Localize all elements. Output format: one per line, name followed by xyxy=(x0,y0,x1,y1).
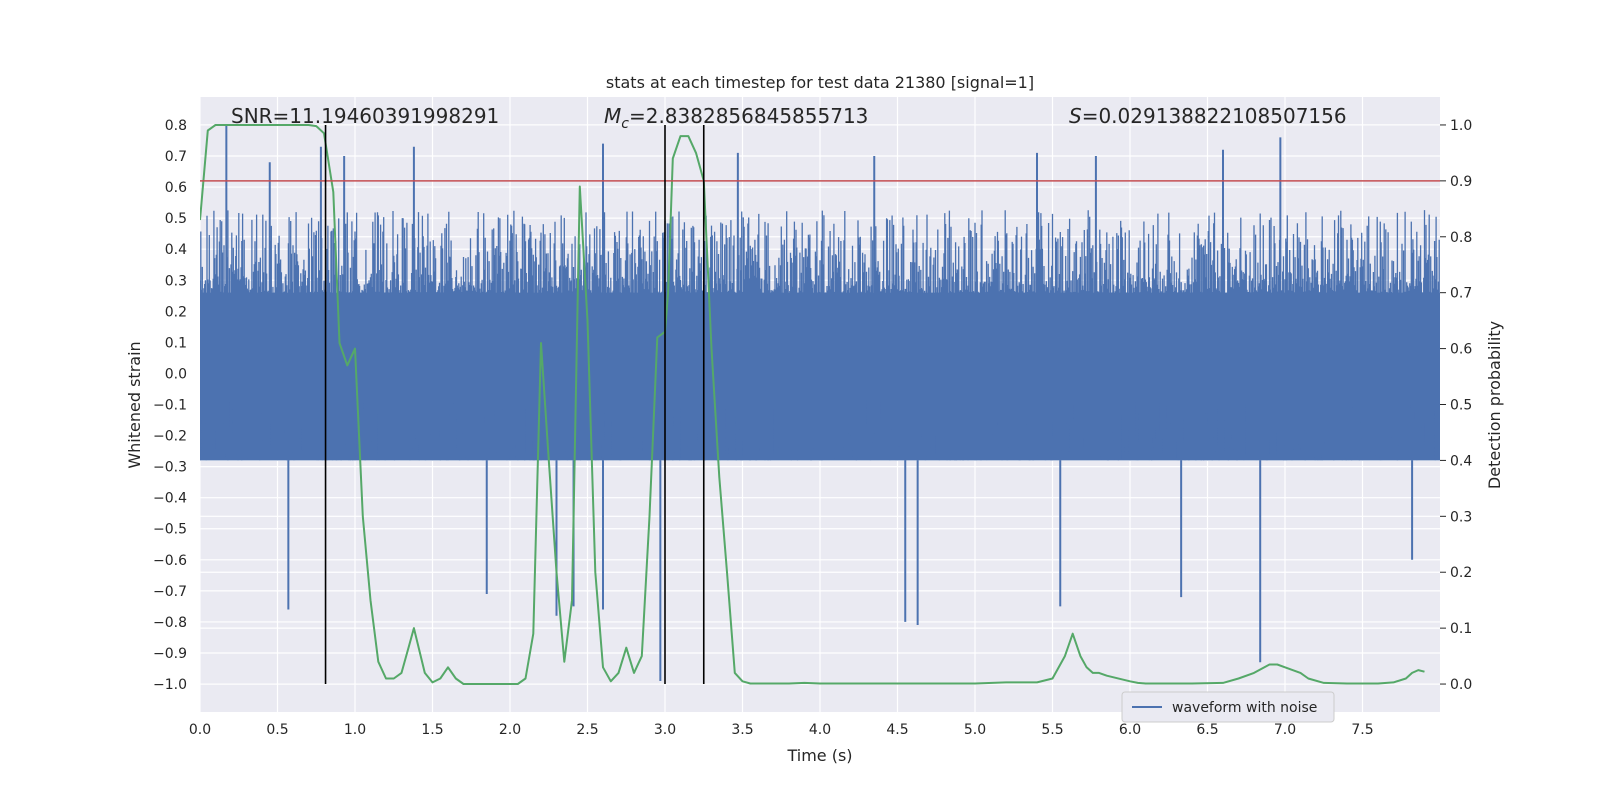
y2-tick-label: 0.1 xyxy=(1450,621,1472,637)
x-tick-label: 7.5 xyxy=(1351,722,1373,738)
x-tick-label: 4.0 xyxy=(809,722,831,738)
y-tick-label: −0.6 xyxy=(153,553,187,569)
y-tick-label: 0.8 xyxy=(165,118,187,134)
y-tick-label: 0.4 xyxy=(165,242,187,258)
y-tick-label: −0.2 xyxy=(153,429,187,445)
x-tick-label: 1.5 xyxy=(421,722,443,738)
y2-tick-label: 0.7 xyxy=(1450,286,1472,302)
y-tick-label: −0.4 xyxy=(153,491,187,507)
y-tick-label: 0.3 xyxy=(165,273,187,289)
x-tick-label: 5.5 xyxy=(1041,722,1063,738)
y2-tick-label: 0.8 xyxy=(1450,230,1472,246)
chirp-mass-annotation: Mc=2.8382856845855713 xyxy=(604,104,868,132)
y-tick-label: 0.2 xyxy=(165,304,187,320)
x-tick-label: 4.5 xyxy=(886,722,908,738)
mc-subscript: c xyxy=(621,116,629,132)
y-tick-label: 0.1 xyxy=(165,335,187,351)
x-tick-label: 0.5 xyxy=(266,722,288,738)
y-axis-label: Whitened strain xyxy=(125,341,144,468)
y-tick-label: −0.1 xyxy=(153,398,187,414)
y-tick-label: 0.0 xyxy=(165,366,187,382)
s-value: =0.029138822108507156 xyxy=(1082,104,1347,128)
y-tick-label: −0.8 xyxy=(153,615,187,631)
y2-tick-label: 0.6 xyxy=(1450,342,1472,358)
y2-tick-label: 0.3 xyxy=(1450,509,1472,525)
x-tick-label: 2.5 xyxy=(576,722,598,738)
waveform-line xyxy=(200,210,1440,461)
mc-value: =2.8382856845855713 xyxy=(629,104,868,128)
y-tick-label: −0.9 xyxy=(153,646,187,662)
y-axis-ticks: 0.8 0.7 0.6 0.5 0.4 0.3 0.2 0.1 0.0 −0.1 −0.2 −0.3 −… xyxy=(153,118,187,693)
y-tick-label: −0.3 xyxy=(153,460,187,476)
y2-tick-label: 0.9 xyxy=(1450,174,1472,190)
x-axis-ticks: 0.0 0.5 1.0 1.5 2.0 2.5 3.0 3.5 4.0 4.5 5.0 5.5 6.0 6… xyxy=(189,722,1374,738)
s-symbol: S xyxy=(1069,104,1082,128)
x-tick-label: 0.0 xyxy=(189,722,211,738)
y-tick-label: 0.7 xyxy=(165,149,187,165)
y2-tick-label: 1.0 xyxy=(1450,118,1472,134)
probability-line xyxy=(200,124,1425,685)
y2-tick-label: 0.2 xyxy=(1450,565,1472,581)
y-tick-label: 0.5 xyxy=(165,211,187,227)
waveform-series xyxy=(200,124,1440,681)
mc-symbol: M xyxy=(604,104,621,128)
y-tick-label: −1.0 xyxy=(153,677,187,693)
y-tick-label: −0.7 xyxy=(153,584,187,600)
x-tick-label: 5.0 xyxy=(964,722,986,738)
y2-axis-label: Detection probability xyxy=(1485,321,1504,489)
y2-axis-ticks: 1.0 0.9 0.8 0.7 0.6 0.5 0.4 0.3 0.2 0.1 0.0 xyxy=(1440,118,1472,693)
legend-label: waveform with noise xyxy=(1172,700,1317,716)
y-tick-label: −0.5 xyxy=(153,522,187,538)
x-tick-label: 7.0 xyxy=(1274,722,1296,738)
x-tick-label: 3.5 xyxy=(731,722,753,738)
x-tick-label: 3.0 xyxy=(654,722,676,738)
y2-tick-label: 0.0 xyxy=(1450,677,1472,693)
x-tick-label: 6.0 xyxy=(1119,722,1141,738)
x-axis-label: Time (s) xyxy=(786,746,852,765)
snr-annotation: SNR=11.19460391998291 xyxy=(231,104,499,128)
y2-tick-label: 0.5 xyxy=(1450,398,1472,414)
x-tick-label: 6.5 xyxy=(1196,722,1218,738)
x-tick-label: 1.0 xyxy=(344,722,366,738)
probability-series xyxy=(200,124,1425,685)
chart-title: stats at each timestep for test data 213… xyxy=(606,73,1034,92)
s-annotation: S=0.029138822108507156 xyxy=(1069,104,1347,128)
vertical-lines xyxy=(324,124,705,685)
y-tick-label: 0.6 xyxy=(165,180,187,196)
legend-box xyxy=(1121,691,1335,723)
legend: waveform with noise xyxy=(1121,691,1335,723)
x-tick-label: 2.0 xyxy=(499,722,521,738)
y2-tick-label: 0.4 xyxy=(1450,453,1472,469)
